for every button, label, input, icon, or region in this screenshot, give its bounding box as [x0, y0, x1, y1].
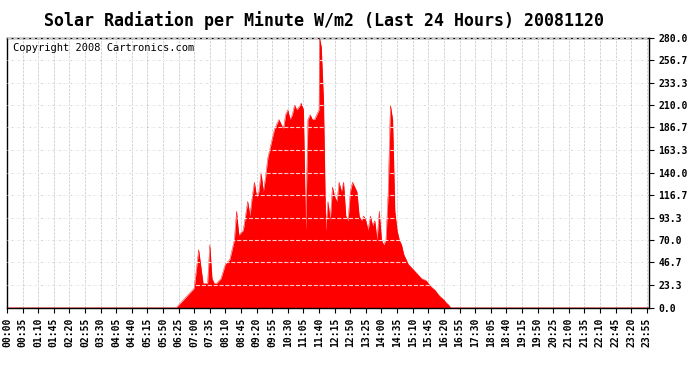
Text: Solar Radiation per Minute W/m2 (Last 24 Hours) 20081120: Solar Radiation per Minute W/m2 (Last 24… — [44, 11, 604, 30]
Text: Copyright 2008 Cartronics.com: Copyright 2008 Cartronics.com — [13, 43, 195, 53]
